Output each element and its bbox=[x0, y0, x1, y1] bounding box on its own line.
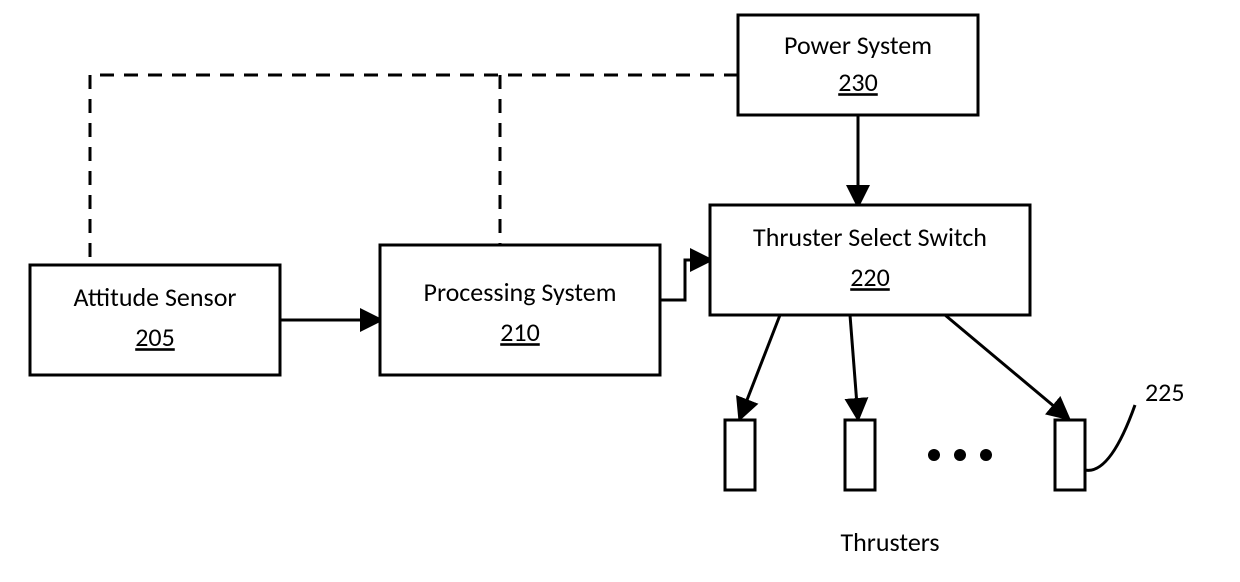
ref-attitude-sensor: 205 bbox=[135, 321, 175, 353]
label-attitude-sensor: Attitude Sensor bbox=[74, 281, 237, 313]
ref-power-system: 230 bbox=[838, 66, 878, 98]
ref-processing-system: 210 bbox=[500, 316, 540, 348]
ellipsis-dot bbox=[980, 449, 992, 461]
thruster-n bbox=[1055, 420, 1085, 490]
node-processing-system bbox=[380, 245, 660, 375]
ellipsis-dot bbox=[928, 449, 940, 461]
ref-thruster-switch: 220 bbox=[850, 261, 890, 293]
thruster-1 bbox=[725, 420, 755, 490]
label-processing-system: Processing System bbox=[424, 276, 617, 308]
edge-switch-to-thruster-3 bbox=[945, 315, 1068, 418]
label-thruster-switch: Thruster Select Switch bbox=[753, 221, 987, 253]
edge-switch-to-thruster-1 bbox=[740, 315, 780, 418]
caption-thrusters: Thrusters bbox=[840, 526, 939, 558]
label-power-system: Power System bbox=[784, 29, 932, 61]
ellipsis-dot bbox=[954, 449, 966, 461]
edge-switch-to-thruster-2 bbox=[850, 315, 858, 418]
edge-power-to-sensor bbox=[90, 75, 738, 265]
edge-processing-to-switch bbox=[660, 260, 710, 300]
thruster-2 bbox=[845, 420, 875, 490]
callout-leader bbox=[1085, 405, 1135, 470]
callout-ref: 225 bbox=[1145, 376, 1185, 408]
block-diagram: Attitude Sensor 205 Processing System 21… bbox=[0, 0, 1240, 582]
